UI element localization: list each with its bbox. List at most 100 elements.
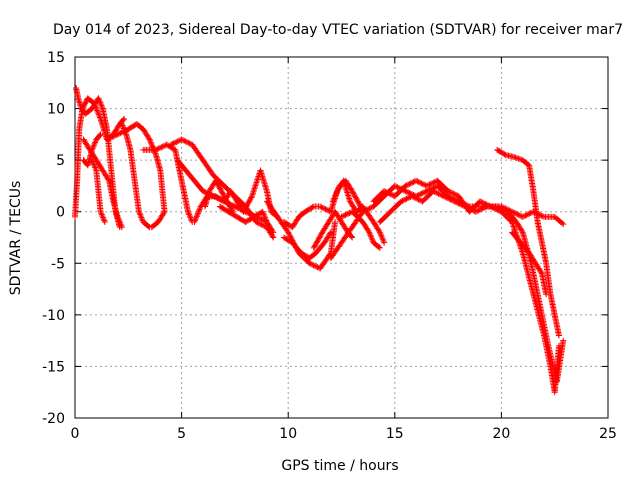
data-point <box>362 207 369 214</box>
data-point <box>539 213 546 220</box>
data-point <box>153 146 160 153</box>
data-point <box>184 208 191 215</box>
data-point <box>381 239 388 246</box>
data-point <box>525 211 532 218</box>
data-point <box>101 219 108 226</box>
data-point <box>519 213 526 220</box>
data-point <box>262 214 269 221</box>
data-point <box>216 184 223 191</box>
data-point <box>470 207 477 214</box>
data-point <box>357 203 364 210</box>
data-point <box>415 179 422 186</box>
x-tick-label: 20 <box>492 426 510 442</box>
data-point <box>511 154 518 161</box>
data-point <box>310 244 317 251</box>
data-point <box>285 229 292 236</box>
data-point <box>261 222 268 229</box>
data-point <box>315 235 322 242</box>
data-point <box>482 204 489 211</box>
data-point <box>119 122 126 129</box>
data-point <box>123 126 130 133</box>
data-point <box>403 195 410 202</box>
data-point <box>514 211 521 218</box>
data-point <box>117 130 124 137</box>
data-point <box>382 188 389 195</box>
data-point <box>92 137 99 144</box>
data-point <box>100 216 107 223</box>
data-point <box>196 206 203 213</box>
data-point <box>259 208 266 215</box>
data-point <box>427 180 434 187</box>
data-point <box>356 200 363 207</box>
data-point <box>445 188 452 195</box>
data-point <box>555 342 562 349</box>
series-arc-13 <box>216 203 270 226</box>
data-point <box>332 191 339 198</box>
data-point <box>312 240 319 247</box>
data-point <box>454 199 461 206</box>
y-tick-label: 15 <box>47 50 65 66</box>
data-point <box>243 203 250 210</box>
data-point <box>159 143 166 150</box>
data-point <box>314 238 321 245</box>
data-point <box>432 189 439 196</box>
data-point <box>247 195 254 202</box>
data-point <box>422 188 429 195</box>
data-point <box>338 213 345 220</box>
data-point <box>405 181 412 188</box>
data-point <box>444 195 451 202</box>
data-point <box>351 191 358 198</box>
data-point <box>365 228 372 235</box>
data-point <box>410 193 417 200</box>
data-point <box>100 214 107 221</box>
data-point <box>511 210 518 217</box>
data-point <box>329 198 336 205</box>
data-point <box>269 228 276 235</box>
data-point <box>195 209 202 216</box>
data-point <box>400 197 407 204</box>
data-point <box>430 188 437 195</box>
data-point <box>245 210 252 217</box>
data-point <box>242 204 249 211</box>
data-point <box>321 205 328 212</box>
data-point <box>501 151 508 158</box>
data-point <box>327 229 334 236</box>
data-point <box>311 243 318 250</box>
x-axis-label: GPS time / hours <box>281 458 398 474</box>
data-point <box>253 179 260 186</box>
data-point <box>316 234 323 241</box>
grid-lines <box>75 57 608 418</box>
data-point <box>98 211 105 218</box>
data-point <box>111 132 118 139</box>
data-point <box>517 212 524 219</box>
data-point <box>253 219 260 226</box>
data-point <box>96 113 103 120</box>
data-point <box>260 211 267 218</box>
data-point <box>193 214 200 221</box>
data-point <box>559 220 566 227</box>
data-point <box>233 204 240 211</box>
data-point <box>499 206 506 213</box>
data-point <box>521 213 528 220</box>
data-point <box>95 110 102 117</box>
data-point <box>158 144 165 151</box>
y-tick-label: -20 <box>42 411 65 427</box>
data-point <box>353 195 360 202</box>
data-point <box>355 199 362 206</box>
data-point <box>101 217 108 224</box>
data-point <box>327 230 334 237</box>
data-point <box>173 139 180 146</box>
data-point <box>114 213 121 220</box>
data-point <box>417 191 424 198</box>
data-point <box>560 337 567 344</box>
data-point <box>560 221 567 228</box>
data-point <box>181 137 188 144</box>
data-point <box>449 190 456 197</box>
data-point <box>315 237 322 244</box>
data-point <box>216 185 223 192</box>
data-point <box>331 195 338 202</box>
data-point <box>398 198 405 205</box>
data-point <box>466 205 473 212</box>
data-point <box>421 189 428 196</box>
data-point <box>121 115 128 122</box>
